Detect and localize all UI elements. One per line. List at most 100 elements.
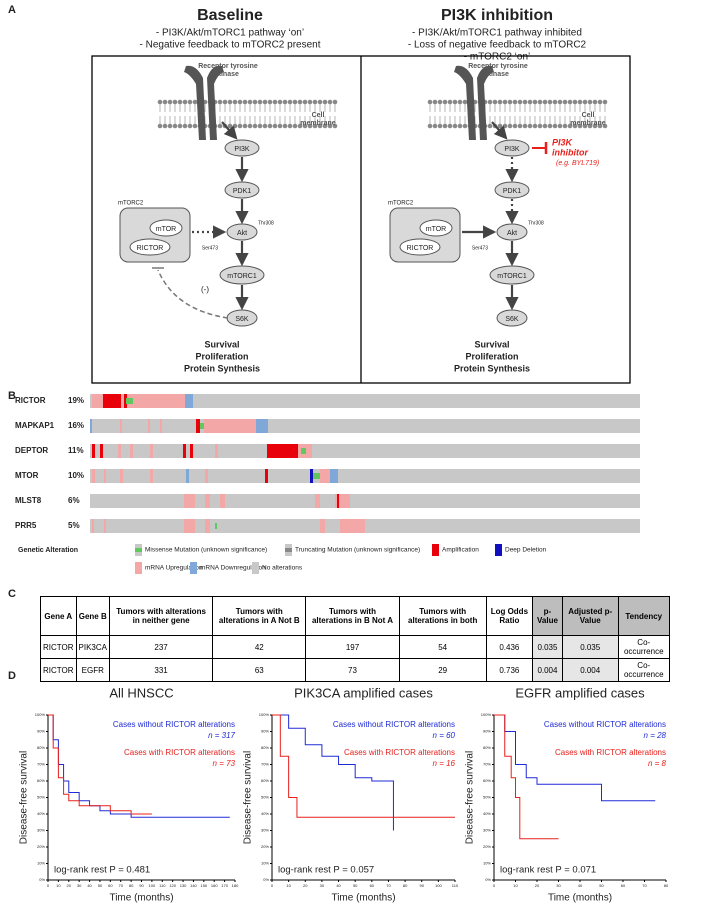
alteration xyxy=(184,519,195,533)
lipid xyxy=(502,123,508,129)
panel-label: C xyxy=(8,588,16,600)
legend-label: No alterations xyxy=(262,565,303,572)
table-cell: 63 xyxy=(212,658,307,682)
header-cell: Adjusted p-Value xyxy=(561,596,619,636)
annotation: log-rank rest P = 0.071 xyxy=(500,865,596,876)
node-label: mTORC1 xyxy=(227,273,257,280)
lipid xyxy=(302,123,308,129)
node-label: PDK1 xyxy=(503,188,521,195)
complex-label: mTORC2 xyxy=(388,201,414,207)
lipid xyxy=(507,123,513,129)
x-tick-label: 170 xyxy=(221,883,228,888)
alteration xyxy=(205,494,210,508)
alteration xyxy=(215,523,217,529)
y-tick-label: 60% xyxy=(261,778,269,783)
x-tick-label: 50 xyxy=(98,883,103,888)
gene-percent: 5% xyxy=(68,521,80,530)
y-tick-label: 10% xyxy=(261,861,269,866)
lipid xyxy=(157,99,163,105)
y-tick-label: 60% xyxy=(37,778,45,783)
x-tick-label: 30 xyxy=(77,883,82,888)
x-tick-label: 80 xyxy=(664,883,669,888)
legend-n: n = 16 xyxy=(433,759,456,768)
lipid xyxy=(512,123,518,129)
alteration xyxy=(183,444,186,458)
panel-label: D xyxy=(8,670,16,682)
alteration xyxy=(92,469,95,483)
label: Receptor tyrosine xyxy=(468,63,528,70)
output: Protein Synthesis xyxy=(454,363,530,373)
x-tick-label: 70 xyxy=(386,883,391,888)
lipid xyxy=(287,123,293,129)
lipid xyxy=(272,99,278,105)
lipid xyxy=(547,123,553,129)
lipid xyxy=(517,99,523,105)
lipid xyxy=(182,99,188,105)
lipid xyxy=(307,123,313,129)
table-cell: 0.004 xyxy=(561,658,619,682)
lipid xyxy=(577,123,583,129)
alteration xyxy=(150,444,153,458)
gene-percent: 19% xyxy=(68,396,84,405)
lipid xyxy=(277,123,283,129)
lipid xyxy=(332,99,338,105)
table-cell: 29 xyxy=(398,658,487,682)
header-cell: Tendency xyxy=(617,596,670,636)
legend-label: mRNA Downregulation xyxy=(200,565,266,572)
survival-curve xyxy=(494,714,559,840)
alteration xyxy=(315,494,320,508)
lipid xyxy=(532,99,538,105)
lipid xyxy=(232,99,238,105)
alteration xyxy=(104,469,106,483)
alteration xyxy=(204,419,256,433)
x-tick-label: 40 xyxy=(87,883,92,888)
lipid xyxy=(442,123,448,129)
lipid xyxy=(537,123,543,129)
lipid xyxy=(237,99,243,105)
lipid xyxy=(312,123,318,129)
chart-title: PIK3CA amplified cases xyxy=(294,685,433,700)
alteration xyxy=(92,519,94,533)
gene-label: DEPTOR xyxy=(15,446,48,455)
alteration xyxy=(301,448,306,454)
gene-label: RICTOR xyxy=(15,396,46,405)
node-label: RICTOR xyxy=(407,245,434,252)
lipid xyxy=(157,123,163,129)
lipid xyxy=(267,123,273,129)
site-label: Ser473 xyxy=(472,245,488,251)
legend-label: Cases without RICTOR alterations xyxy=(333,720,455,729)
site-label: Thr308 xyxy=(258,220,274,226)
y-tick-label: 100% xyxy=(259,712,270,717)
alteration xyxy=(100,444,103,458)
lipid xyxy=(602,123,608,129)
lipid xyxy=(282,123,288,129)
y-tick-label: 0% xyxy=(39,877,45,882)
lipid xyxy=(427,123,433,129)
lipid xyxy=(537,99,543,105)
lipid xyxy=(462,99,468,105)
panel-label: A xyxy=(8,4,16,16)
lipid xyxy=(242,99,248,105)
legend-n: n = 28 xyxy=(644,731,667,740)
lipid xyxy=(192,123,198,129)
table-cell: PIK3CA xyxy=(75,635,111,659)
x-tick-label: 50 xyxy=(599,883,604,888)
site-label: Ser473 xyxy=(202,245,218,251)
y-tick-label: 40% xyxy=(261,811,269,816)
lipid xyxy=(317,123,323,129)
lipid xyxy=(162,99,168,105)
lipid xyxy=(462,123,468,129)
y-tick-label: 10% xyxy=(483,861,491,866)
node xyxy=(419,219,453,237)
feedback xyxy=(157,269,229,319)
lipid xyxy=(572,123,578,129)
x-tick-label: 130 xyxy=(180,883,187,888)
legend-label: Truncating Mutation (unknown significanc… xyxy=(295,547,420,554)
alteration xyxy=(130,444,133,458)
node xyxy=(129,238,171,256)
lipid xyxy=(307,99,313,105)
lipid xyxy=(527,123,533,129)
node-label: PI3K xyxy=(234,146,250,153)
legend-label: Cases without RICTOR alterations xyxy=(544,720,666,729)
